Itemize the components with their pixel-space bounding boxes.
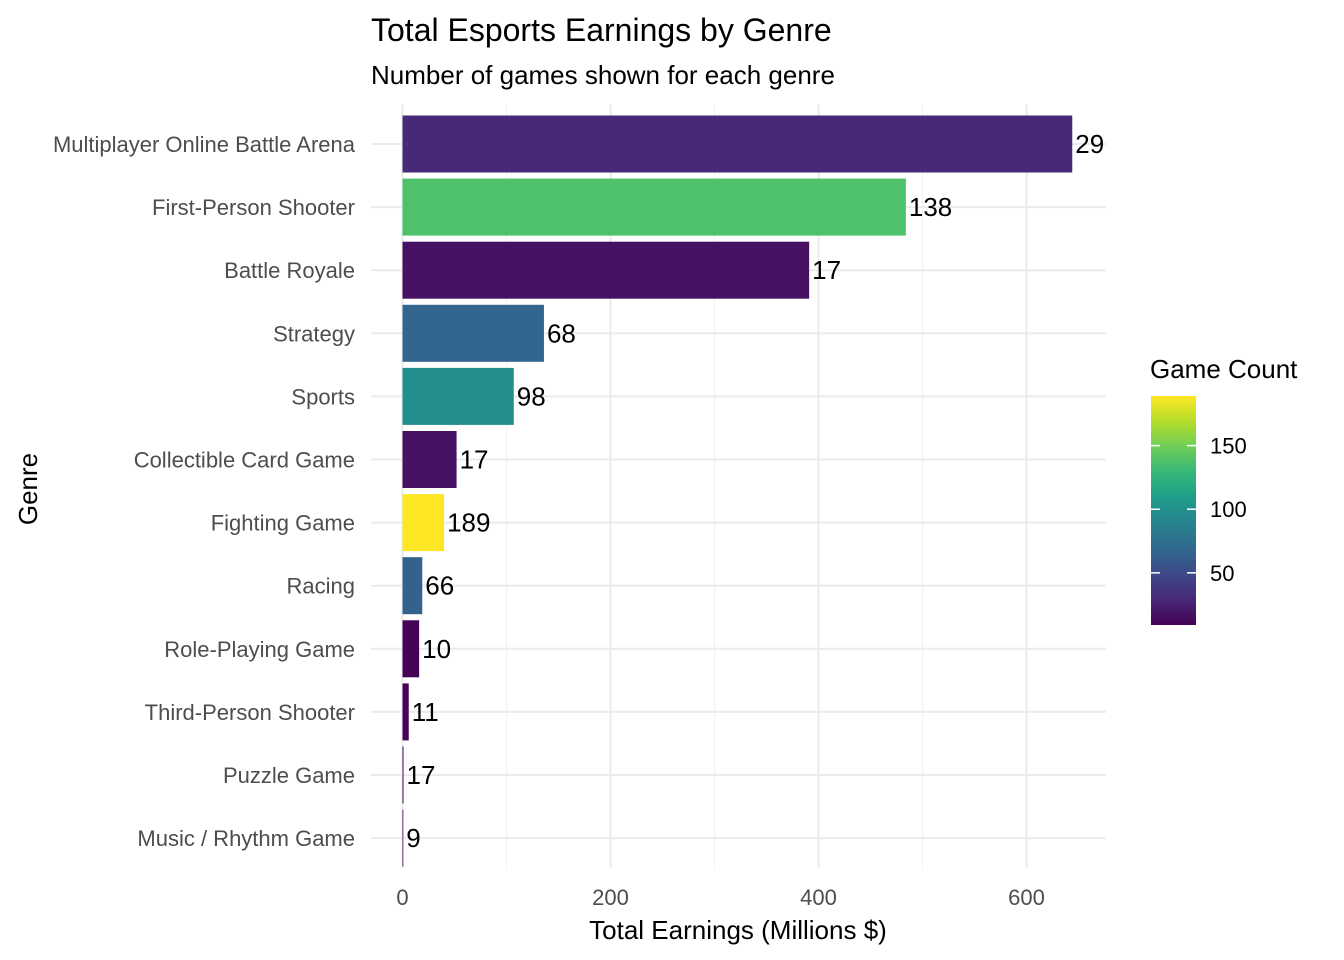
bar-music-rhythm-game	[402, 809, 404, 867]
legend-tick-label-100: 100	[1210, 497, 1247, 522]
y-tick-label-first-person-shooter: First-Person Shooter	[152, 195, 355, 220]
x-axis-tick-labels: 0 200 400 600	[396, 885, 1044, 910]
data-label-multiplayer-online-battle-arena: 29	[1075, 129, 1104, 159]
data-label-third-person-shooter: 11	[412, 697, 439, 727]
bar-sports	[402, 367, 514, 425]
bar-multiplayer-online-battle-arena	[402, 115, 1073, 173]
x-tick-label-0: 0	[396, 885, 408, 910]
bar-third-person-shooter	[402, 683, 409, 741]
y-tick-label-music-rhythm-game: Music / Rhythm Game	[137, 826, 355, 851]
bar-strategy	[402, 304, 544, 362]
y-tick-label-collectible-card-game: Collectible Card Game	[134, 448, 355, 473]
data-labels: 29 138 17 68 98 17 189 66 10 11 17 9	[406, 129, 1104, 853]
y-axis-tick-labels: Multiplayer Online Battle Arena First-Per…	[53, 132, 356, 851]
y-tick-label-racing: Racing	[287, 574, 355, 599]
bar-racing	[402, 557, 423, 615]
y-tick-label-puzzle-game: Puzzle Game	[223, 763, 355, 788]
data-label-music-rhythm-game: 9	[406, 823, 420, 853]
data-label-first-person-shooter: 138	[909, 192, 952, 222]
bars	[402, 115, 1073, 867]
data-label-role-playing-game: 10	[422, 634, 451, 664]
x-axis-title: Total Earnings (Millions $)	[589, 915, 887, 945]
y-axis-title: Genre	[13, 453, 43, 525]
bar-role-playing-game	[402, 620, 420, 678]
legend-tick-label-50: 50	[1210, 561, 1234, 586]
data-label-battle-royale: 17	[812, 255, 841, 285]
x-tick-label-200: 200	[592, 885, 629, 910]
data-label-sports: 98	[517, 381, 546, 411]
legend-colorbar	[1151, 396, 1196, 625]
x-tick-label-400: 400	[800, 885, 837, 910]
y-tick-label-battle-royale: Battle Royale	[224, 258, 355, 283]
legend-ticks: 50 100 150	[1151, 434, 1247, 586]
bar-first-person-shooter	[402, 178, 906, 236]
x-tick-label-600: 600	[1008, 885, 1045, 910]
chart-subtitle: Number of games shown for each genre	[371, 60, 835, 90]
data-label-fighting-game: 189	[447, 508, 490, 538]
legend-tick-label-150: 150	[1210, 434, 1247, 459]
y-tick-label-strategy: Strategy	[273, 321, 355, 346]
y-tick-label-multiplayer-online-battle-arena: Multiplayer Online Battle Arena	[53, 132, 356, 157]
bar-collectible-card-game	[402, 431, 457, 488]
y-tick-label-role-playing-game: Role-Playing Game	[164, 637, 355, 662]
data-label-racing: 66	[425, 571, 454, 601]
legend-title: Game Count	[1150, 354, 1298, 384]
bar-puzzle-game	[402, 746, 404, 804]
bar-fighting-game	[402, 494, 445, 552]
y-tick-label-third-person-shooter: Third-Person Shooter	[145, 700, 355, 725]
chart-title: Total Esports Earnings by Genre	[371, 12, 832, 48]
y-tick-label-sports: Sports	[291, 384, 355, 409]
bar-battle-royale	[402, 241, 810, 299]
data-label-collectible-card-game: 17	[460, 445, 489, 475]
data-label-strategy: 68	[547, 318, 576, 348]
legend: Game Count 50 100 150	[1150, 354, 1298, 625]
y-tick-label-fighting-game: Fighting Game	[211, 511, 355, 536]
data-label-puzzle-game: 17	[407, 760, 436, 790]
